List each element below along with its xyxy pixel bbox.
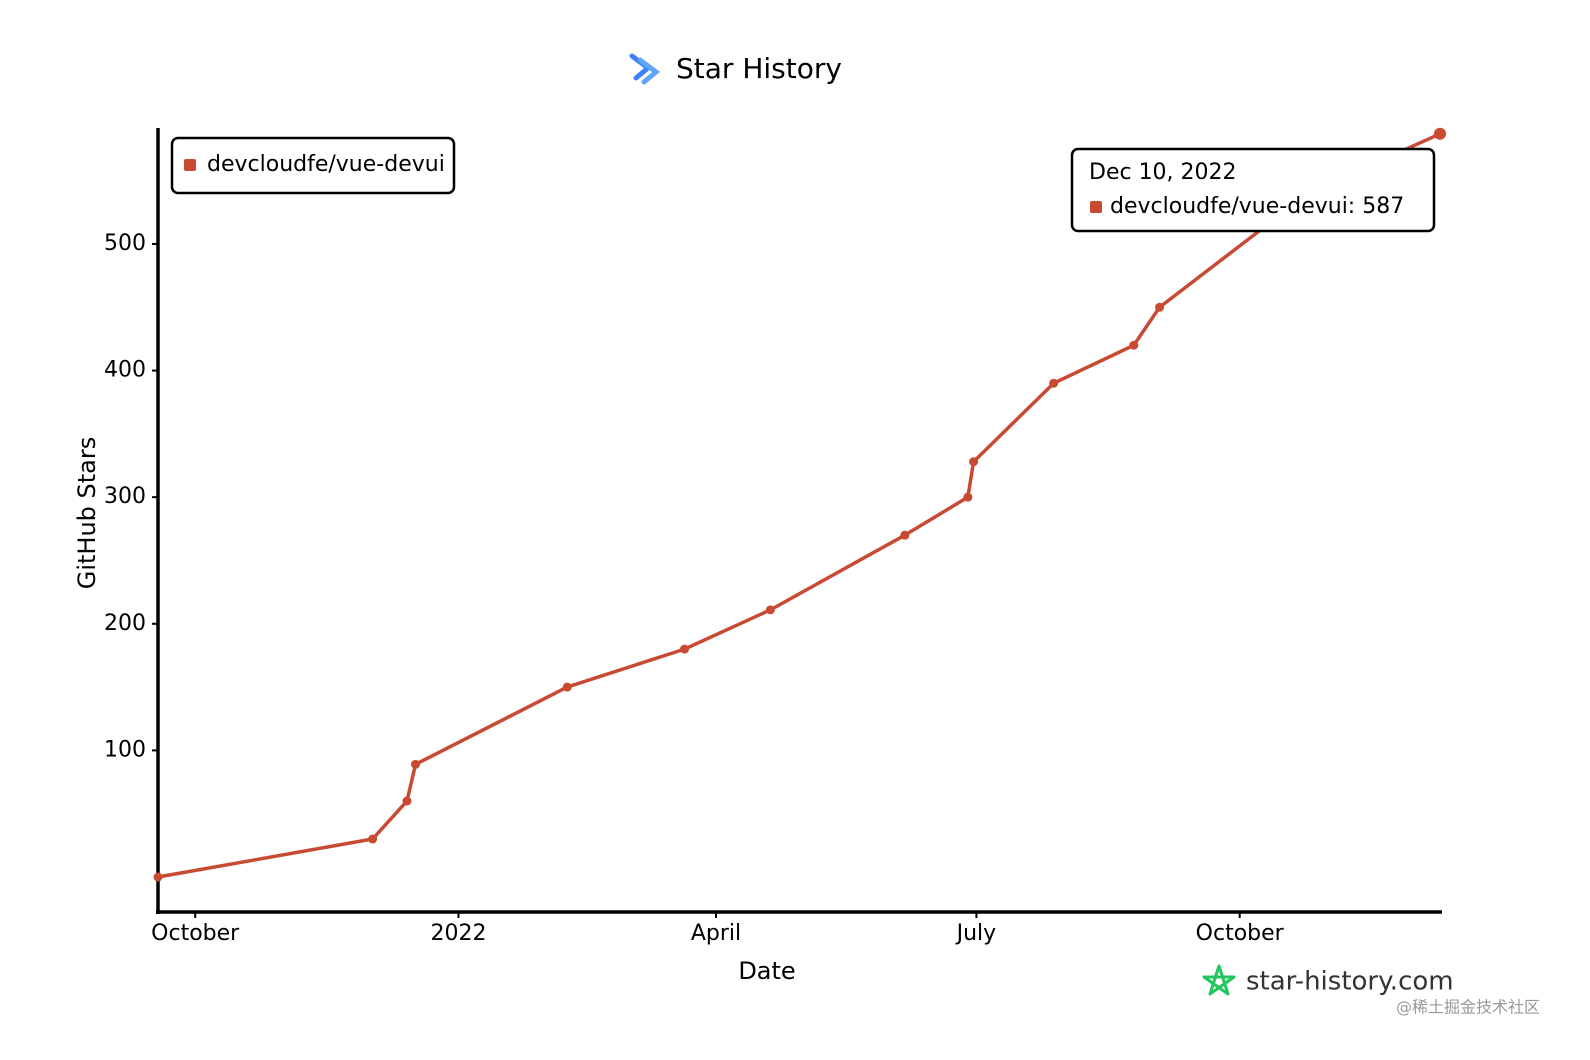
- data-point: [900, 530, 910, 540]
- data-point: [969, 457, 979, 467]
- data-point: [1049, 378, 1059, 388]
- plot-area: 100 200 300 400 500 October 2022 April July Octob…: [104, 127, 1446, 946]
- x-tick-label: October: [151, 921, 240, 946]
- y-tick-label: 300: [104, 484, 146, 509]
- series-line: [156, 132, 1442, 879]
- tooltip: Dec 10, 2022 devcloudfe/vue-devui: 587: [1070, 147, 1436, 233]
- data-point: [765, 605, 775, 615]
- x-tick-label: 2022: [430, 921, 486, 946]
- watermark: star-history.com: [1246, 967, 1454, 997]
- y-tick-label: 400: [104, 358, 146, 383]
- data-point: [368, 834, 378, 844]
- data-point: [1434, 127, 1446, 140]
- y-tick-label: 500: [104, 231, 146, 256]
- legend-swatch: [184, 159, 196, 171]
- tooltip-box: [1070, 147, 1436, 233]
- x-axis-label: Date: [738, 957, 795, 985]
- tooltip-swatch: [1090, 201, 1102, 213]
- data-point: [1155, 302, 1165, 312]
- x-tick-label: April: [691, 921, 741, 946]
- y-tick-label: 100: [104, 737, 146, 762]
- data-point: [680, 644, 690, 654]
- data-point: [562, 682, 572, 692]
- data-point: [411, 759, 421, 769]
- data-point: [402, 796, 412, 806]
- legend: devcloudfe/vue-devui: [170, 136, 456, 195]
- x-tick-label: October: [1196, 921, 1285, 946]
- y-axis-label: GitHub Stars: [73, 437, 101, 590]
- data-point: [153, 872, 163, 882]
- watermark-icon: [1202, 964, 1236, 996]
- chart-title: Star History: [676, 52, 842, 85]
- logo: [629, 53, 661, 85]
- data-point: [1129, 340, 1139, 350]
- credit: @稀土掘金技术社区: [1396, 998, 1540, 1017]
- y-tick-label: 200: [104, 611, 146, 636]
- x-tick-label: July: [955, 921, 997, 946]
- tooltip-title: Dec 10, 2022: [1089, 160, 1237, 185]
- legend-box: [170, 136, 456, 195]
- tooltip-label: devcloudfe/vue-devui: 587: [1110, 194, 1404, 219]
- data-point: [963, 492, 973, 502]
- legend-label: devcloudfe/vue-devui: [207, 152, 445, 177]
